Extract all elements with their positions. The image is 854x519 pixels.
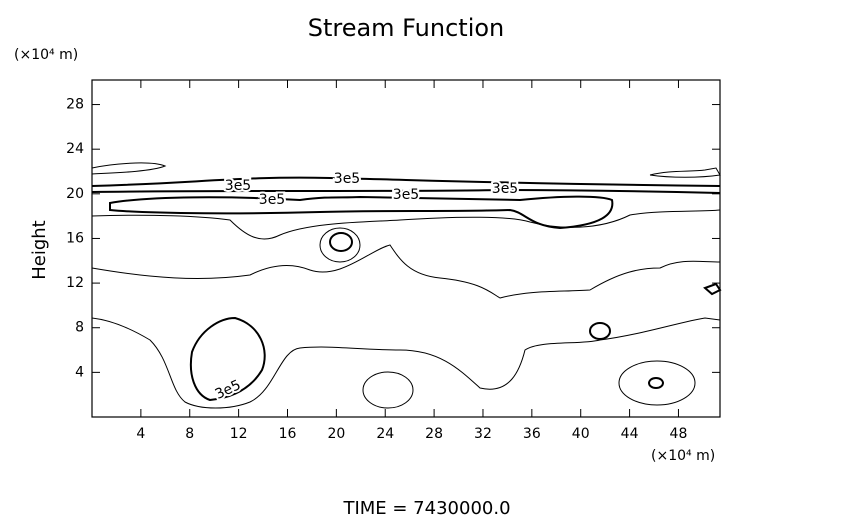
contour-label: 3e5 [393,187,419,203]
chart-title: Stream Function [308,14,505,42]
contour-line [648,377,664,389]
contour-label: 3e5 [225,178,251,194]
x-tick-label: 8 [185,426,194,442]
x-tick-label: 40 [572,426,590,442]
contour-label: 3e5 [213,377,244,403]
x-tick-label: 48 [670,426,688,442]
x-tick-label: 32 [474,426,492,442]
x-tick-label: 44 [621,426,639,442]
contours [91,162,722,409]
contour-line [649,167,721,178]
y-unit: (×10⁴ m) [14,47,78,63]
contour-label: 3e5 [492,181,518,197]
y-tick-label: 8 [75,320,84,336]
x-tick-label: 36 [523,426,541,442]
x-tick-label: 28 [425,426,443,442]
contour-line [91,188,721,194]
contour-line [589,322,611,340]
contour-line [618,360,696,406]
contour-line [190,316,266,402]
y-tick-label: 20 [66,186,84,202]
contour-line [91,176,721,187]
contour-line [91,209,721,240]
x-tick-label: 12 [230,426,248,442]
contour-line [319,227,361,263]
contour-label: 3e5 [334,171,360,187]
contour-labels: 3e5 3e5 3e5 3e5 3e5 3e5 [211,169,521,405]
y-tick-label: 28 [66,97,84,113]
contour-line [362,371,414,409]
x-unit: (×10⁴ m) [651,448,715,464]
y-axis-label: Height [29,220,50,280]
contour-line [329,232,353,252]
x-tick-label: 24 [376,426,394,442]
contour-label: 3e5 [259,192,285,208]
contour-line [91,317,721,409]
x-tick-label: 16 [279,426,297,442]
contour-line [109,195,614,230]
y-tick-label: 4 [75,364,84,380]
contour-line [91,162,167,175]
footer: TIME = 7430000.0 [342,498,510,519]
y-tick-label: 24 [66,141,84,157]
y-tick-label: 16 [66,230,84,246]
plot-frame [91,79,721,418]
y-tick-label: 12 [66,275,84,291]
contour-line [91,244,721,299]
x-tick-label: 4 [136,426,145,442]
x-tick-label: 20 [327,426,345,442]
contour-line [703,282,722,296]
